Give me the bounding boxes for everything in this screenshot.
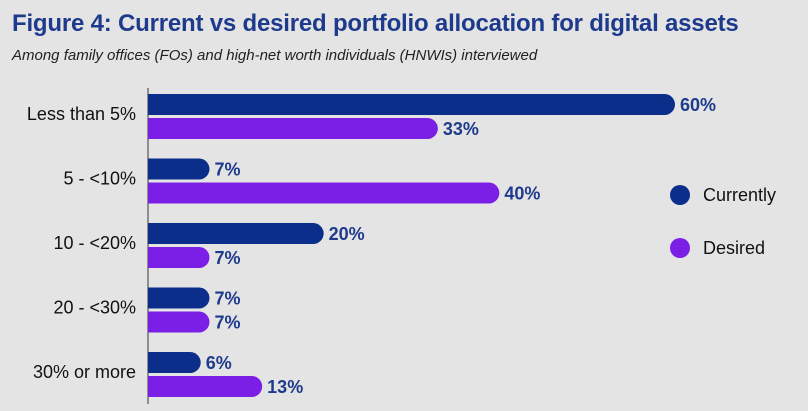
chart-title: Figure 4: Current vs desired portfolio a…	[12, 10, 739, 37]
bar-value-label: 33%	[443, 119, 479, 139]
bar-value-label: 7%	[214, 313, 240, 333]
bar-value-label: 20%	[329, 224, 365, 244]
bar-value-label: 13%	[267, 377, 303, 397]
bar-desired-4	[148, 376, 263, 397]
legend-marker-desired	[670, 238, 690, 258]
bar-currently-0	[148, 94, 676, 115]
bar-desired-1	[148, 182, 500, 204]
category-label: 5 - <10%	[63, 169, 136, 189]
category-label: Less than 5%	[27, 104, 136, 124]
bar-value-label: 60%	[680, 95, 716, 115]
bar-desired-2	[148, 247, 210, 268]
bar-value-label: 7%	[214, 289, 240, 309]
bar-desired-3	[148, 311, 210, 333]
bar-desired-0	[148, 118, 438, 139]
category-label: 30% or more	[33, 362, 136, 382]
legend-label-desired: Desired	[703, 238, 765, 258]
bar-value-label: 7%	[214, 160, 240, 180]
bar-currently-2	[148, 223, 324, 244]
bar-currently-4	[148, 352, 201, 373]
chart-subtitle: Among family offices (FOs) and high-net …	[12, 47, 538, 64]
legend-label-currently: Currently	[703, 185, 776, 205]
bar-currently-1	[148, 158, 210, 180]
bar-value-label: 7%	[214, 248, 240, 268]
bar-currently-3	[148, 287, 210, 309]
legend-marker-currently	[670, 185, 690, 205]
bar-value-label: 40%	[504, 184, 540, 204]
bar-value-label: 6%	[206, 353, 232, 373]
category-label: 20 - <30%	[53, 298, 136, 318]
category-label: 10 - <20%	[53, 233, 136, 253]
